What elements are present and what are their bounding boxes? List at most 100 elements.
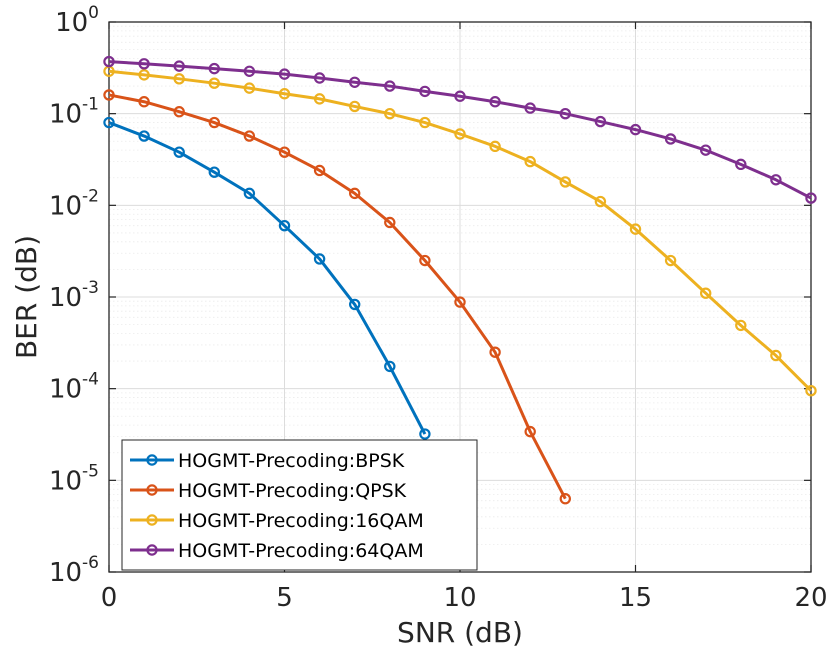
y-tick-exponent: -4 — [82, 370, 99, 390]
series-marker — [629, 123, 642, 136]
series-line — [108, 60, 812, 200]
y-tick-label: 10-2 — [49, 186, 99, 221]
series-marker — [489, 346, 501, 358]
series-marker — [454, 296, 466, 308]
series-marker — [138, 69, 150, 81]
series-marker — [664, 133, 677, 145]
series-marker — [559, 107, 572, 120]
series-3 — [103, 65, 817, 397]
y-tick-base: 10 — [49, 191, 82, 221]
legend-label: HOGMT-Precoding:16QAM — [178, 510, 424, 532]
series-marker — [243, 187, 256, 200]
series-marker — [454, 90, 466, 102]
series-marker — [173, 73, 185, 85]
series-marker — [700, 144, 712, 156]
legend-box — [121, 439, 478, 571]
legend-marker — [146, 484, 158, 496]
series-marker — [243, 65, 256, 77]
series-marker — [349, 76, 361, 88]
series-marker — [384, 107, 396, 120]
series-marker — [805, 192, 817, 204]
series-marker — [243, 82, 256, 94]
series-marker — [278, 68, 291, 80]
series-marker — [313, 253, 326, 265]
y-tick-base: 10 — [49, 558, 82, 588]
x-tick-label: 15 — [619, 583, 652, 613]
series-marker — [313, 164, 326, 177]
y-tick-exponent: -6 — [82, 553, 99, 573]
y-tick-exponent: -1 — [82, 95, 99, 115]
legend-label: HOGMT-Precoding:BPSK — [178, 450, 405, 472]
series-marker — [559, 493, 572, 505]
series-marker — [419, 116, 431, 129]
series-marker — [419, 85, 431, 98]
series-marker — [384, 216, 396, 229]
series-line — [108, 93, 567, 500]
legend-item: HOGMT-Precoding:BPSK — [130, 450, 405, 472]
series-marker — [278, 219, 291, 232]
series-marker — [770, 349, 782, 362]
y-tick-label: 10-6 — [49, 553, 99, 588]
series-marker — [313, 72, 326, 84]
series-line — [108, 69, 813, 392]
series-marker — [349, 187, 361, 200]
series-marker — [208, 62, 220, 75]
series-marker — [173, 146, 185, 158]
series-marker — [278, 146, 291, 158]
series-marker — [313, 93, 326, 105]
legend-marker — [146, 454, 158, 466]
legend: HOGMT-Precoding:BPSK HOGMT-Precoding:QPSK… — [121, 439, 478, 571]
series-marker — [805, 385, 817, 397]
y-tick-label: 10-3 — [49, 278, 99, 313]
y-tick-base: 10 — [49, 283, 82, 313]
series-marker — [664, 254, 677, 267]
series-marker — [454, 128, 466, 140]
series-marker — [735, 319, 747, 332]
series-marker — [700, 287, 712, 299]
legend-item: HOGMT-Precoding:16QAM — [130, 510, 424, 532]
series-1 — [103, 116, 431, 440]
series-marker — [349, 100, 361, 113]
series-marker — [629, 223, 642, 235]
x-tick-label: 10 — [443, 583, 476, 613]
x-tick-label: 0 — [101, 583, 118, 613]
y-tick-exponent: -5 — [82, 461, 99, 481]
series-marker — [173, 60, 185, 72]
x-axis-label: SNR (dB) — [397, 616, 523, 649]
series-marker — [278, 88, 291, 100]
series-marker — [103, 89, 115, 101]
legend-marker — [146, 514, 158, 526]
series-marker — [770, 174, 782, 186]
legend-marker — [146, 544, 158, 556]
series-marker — [103, 55, 115, 68]
series-marker — [138, 58, 150, 70]
series-marker — [243, 130, 256, 142]
series-marker — [524, 102, 536, 114]
x-tick-label: 5 — [276, 583, 293, 613]
series-marker — [208, 166, 220, 178]
series-marker — [384, 360, 396, 373]
series-marker — [489, 96, 501, 108]
y-tick-label: 10-4 — [49, 370, 99, 405]
series-marker — [208, 77, 220, 89]
y-tick-label: 100 — [55, 3, 99, 38]
series-marker — [489, 140, 501, 153]
series-marker — [384, 80, 396, 92]
legend-label: HOGMT-Precoding:64QAM — [178, 540, 424, 562]
series-marker — [524, 155, 536, 168]
series-4 — [103, 55, 817, 204]
legend-item: HOGMT-Precoding:QPSK — [130, 480, 407, 502]
y-tick-exponent: 0 — [88, 3, 99, 23]
y-tick-base: 10 — [55, 8, 88, 38]
y-axis-label: BER (dB) — [10, 235, 43, 359]
series-marker — [173, 106, 185, 118]
y-tick-label: 10-1 — [49, 95, 99, 130]
series-marker — [138, 96, 150, 108]
y-tick-label: 10-5 — [49, 461, 99, 496]
series-marker — [138, 130, 150, 142]
series-marker — [103, 116, 115, 129]
y-tick-base: 10 — [49, 100, 82, 130]
legend-label: HOGMT-Precoding:QPSK — [178, 480, 407, 502]
